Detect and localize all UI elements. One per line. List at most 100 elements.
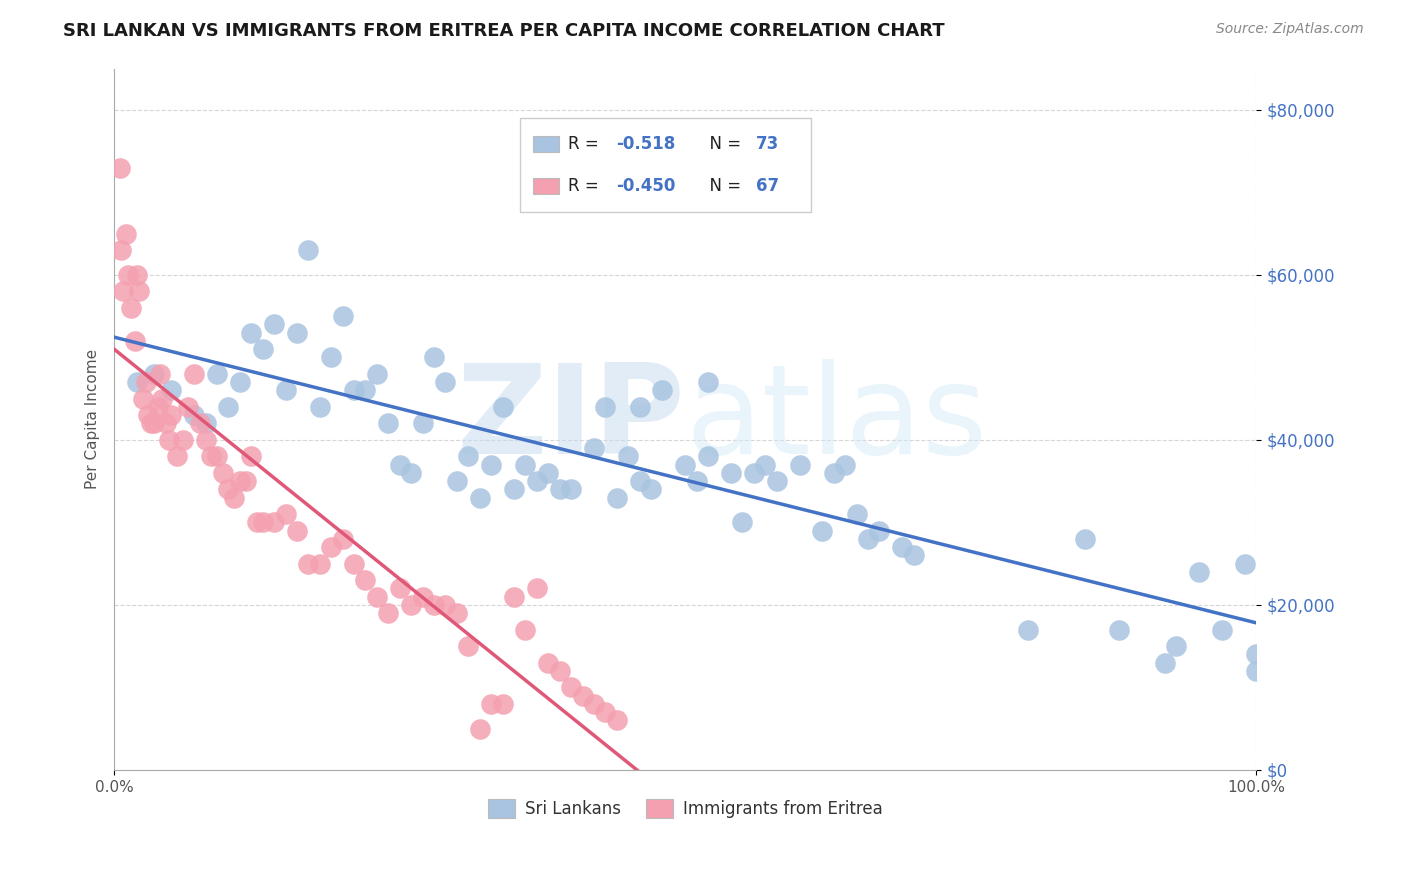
Point [515,623,537,637]
Text: 67: 67 [756,177,779,194]
Point [377,606,399,620]
Point [446,474,468,488]
Point [308,400,330,414]
Point [297,557,319,571]
Point [343,557,366,571]
Point [108,161,131,175]
Point [606,491,628,505]
Text: R =: R = [568,136,603,153]
Point [235,474,257,488]
Point [491,697,513,711]
Point [188,417,211,431]
Point [651,384,673,398]
Point [526,582,548,596]
Point [834,458,856,472]
Point [869,524,891,538]
Point [434,598,457,612]
Point [200,450,222,464]
Point [1154,656,1177,670]
Point [183,408,205,422]
Point [673,458,696,472]
Point [823,466,845,480]
Point [845,507,868,521]
Point [537,466,560,480]
Text: R =: R = [568,177,603,194]
Point [321,540,343,554]
Point [240,450,263,464]
Point [263,516,285,530]
Point [479,458,502,472]
Y-axis label: Per Capita Income: Per Capita Income [86,349,100,490]
Point [1017,623,1039,637]
Point [160,384,183,398]
Point [628,400,651,414]
Point [224,491,246,505]
Point [377,417,399,431]
Point [560,681,582,695]
Point [285,326,308,340]
Point [811,524,834,538]
Point [468,722,491,736]
Point [160,408,183,422]
Point [548,483,571,497]
Point [110,243,132,257]
Point [263,318,285,332]
Point [343,384,366,398]
Point [1246,648,1268,662]
Point [205,450,228,464]
Point [252,516,274,530]
Point [217,400,239,414]
Point [582,441,605,455]
Text: -0.518: -0.518 [616,136,675,153]
Point [606,714,628,728]
Point [120,301,142,315]
Point [157,433,180,447]
Point [1233,557,1256,571]
Point [468,491,491,505]
Point [789,458,811,472]
Point [240,326,263,340]
Point [172,433,194,447]
Point [537,656,560,670]
Point [697,450,720,464]
Point [399,466,422,480]
Point [457,450,479,464]
Point [903,549,925,563]
Text: Source: ZipAtlas.com: Source: ZipAtlas.com [1216,22,1364,37]
Point [285,524,308,538]
Point [686,474,709,488]
Point [1074,532,1097,546]
Point [423,351,446,365]
Point [112,285,135,299]
Point [135,375,157,389]
Text: N =: N = [699,177,747,194]
Point [205,367,228,381]
Point [515,458,537,472]
Point [143,367,166,381]
Point [640,483,662,497]
Point [1108,623,1130,637]
Point [617,450,640,464]
Point [720,466,742,480]
Legend: Sri Lankans, Immigrants from Eritrea: Sri Lankans, Immigrants from Eritrea [482,792,889,825]
Point [388,458,411,472]
Point [354,384,377,398]
Point [479,697,502,711]
Point [332,532,354,546]
Point [125,268,148,282]
Point [388,582,411,596]
Point [399,598,422,612]
Point [246,516,269,530]
Point [503,483,526,497]
Point [229,375,252,389]
Point [697,375,720,389]
Point [155,417,177,431]
Point [1246,664,1268,678]
Point [856,532,879,546]
Point [366,590,388,604]
Point [183,367,205,381]
Text: N =: N = [699,136,747,153]
Point [252,342,274,356]
Point [124,334,146,348]
Bar [533,178,558,194]
